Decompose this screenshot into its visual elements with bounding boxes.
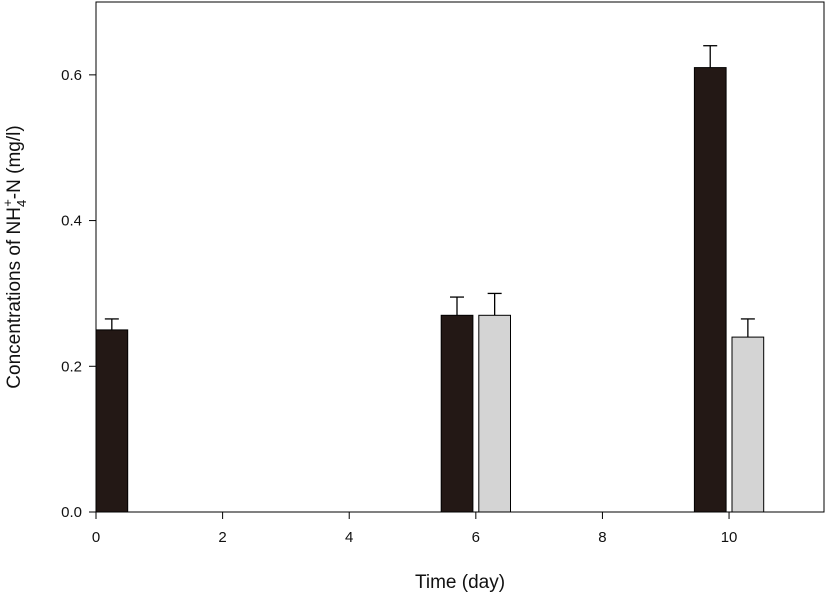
- bar: [693, 67, 727, 513]
- x-tick-label: 10: [721, 529, 738, 546]
- x-tick-label: 6: [472, 529, 480, 546]
- y-axis-label-superscript: +: [0, 199, 15, 207]
- bars-layer: [95, 67, 765, 513]
- y-axis-label: Concentrations of NH4+-N (mg/l): [0, 125, 29, 388]
- x-tick-label: 4: [345, 529, 353, 546]
- bar: [478, 314, 511, 513]
- y-axis-label-suffix: -N (mg/l): [4, 125, 25, 199]
- bar: [440, 314, 474, 513]
- y-tick-label: 0.4: [61, 213, 82, 230]
- x-tick-label: 2: [218, 529, 226, 546]
- y-axis-label-subscript: 4: [14, 200, 29, 207]
- x-axis-label: Time (day): [415, 572, 505, 593]
- x-axis: 0 2 4 6 8 10: [92, 512, 738, 546]
- y-tick-label: 0.2: [61, 358, 82, 375]
- x-tick-label: 8: [598, 529, 606, 546]
- bar: [95, 329, 129, 513]
- plot-frame: [95, 1, 825, 513]
- y-tick-label: 0.0: [61, 504, 82, 521]
- y-axis: 0.0 0.2 0.4 0.6: [61, 67, 96, 521]
- x-tick-label: 0: [92, 529, 100, 546]
- y-axis-label-prefix: Concentrations of NH: [4, 207, 25, 389]
- bar: [731, 336, 765, 513]
- y-tick-label: 0.6: [61, 67, 82, 84]
- error-bars-layer: [104, 45, 755, 338]
